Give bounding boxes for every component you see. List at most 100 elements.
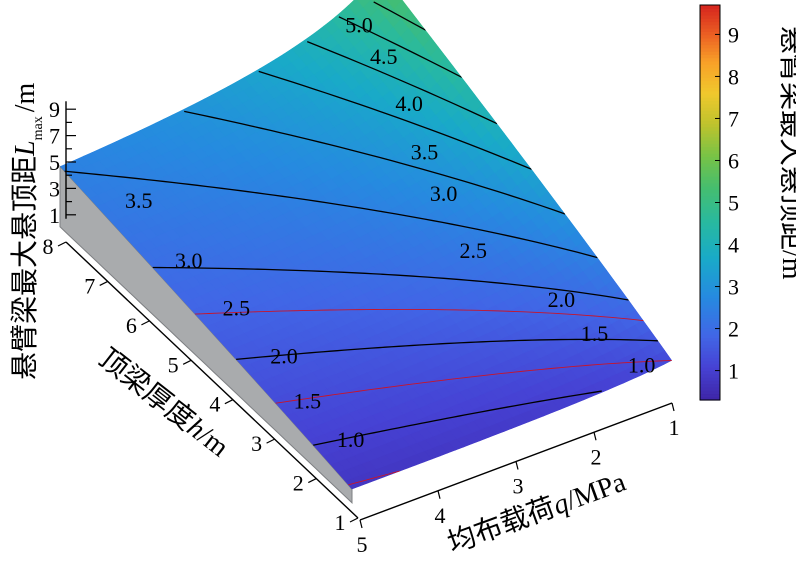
colorbar-segment: [700, 87, 720, 92]
contour-label: 4.0: [395, 91, 423, 116]
contour-label: 3.5: [125, 188, 153, 213]
colorbar-segment: [700, 172, 720, 177]
contour-line: [312, 390, 602, 446]
contour-label: 3.5: [411, 140, 439, 165]
colorbar-segment: [700, 74, 720, 79]
contour-label: 4.5: [370, 44, 398, 69]
contour-line: [338, 16, 463, 78]
colorbar-segment: [700, 232, 720, 237]
surface-cell: [393, 0, 410, 19]
colorbar-segment: [700, 107, 720, 111]
h-tick-label: 7: [84, 273, 95, 298]
colorbar-segment: [700, 126, 720, 131]
z-axis-title-unit: /m: [10, 83, 41, 113]
contour-minor-line: [348, 470, 400, 486]
h-axis: 1 2 3 4 5 6 7 8: [43, 234, 359, 535]
h-tick-mark: [224, 399, 234, 405]
colorbar-segment: [700, 380, 720, 385]
colorbar-segment: [700, 123, 720, 128]
colorbar-segment: [700, 363, 720, 368]
q-tick-label: 3: [513, 474, 524, 499]
h-tick-mark: [141, 320, 150, 326]
colorbar-segment: [700, 146, 720, 151]
q-tick-mark: [515, 461, 519, 470]
h-tick-mark: [308, 478, 317, 484]
colorbar-segment: [700, 189, 720, 194]
colorbar-segment: [700, 268, 720, 273]
colorbar-segment: [700, 294, 720, 299]
contour-line: [64, 170, 598, 259]
contour-line: [258, 70, 532, 170]
colorbar-segment: [700, 24, 720, 29]
colorbar-segment: [700, 176, 720, 181]
colorbar-segment: [700, 179, 720, 184]
colorbar-segment: [700, 278, 720, 283]
colorbar-segment: [700, 350, 720, 355]
q-axis-title: 均布载荷q/MPa: [443, 465, 630, 559]
colorbar-title: 悬臂梁最大悬顶距/m: [776, 26, 796, 280]
colorbar-segment: [700, 8, 720, 13]
contour-label: 2.5: [460, 238, 488, 263]
colorbar-segment: [700, 301, 720, 306]
colorbar-segment: [700, 31, 720, 36]
colorbar-segment: [700, 334, 720, 339]
colorbar-segment: [700, 156, 720, 161]
colorbar-segment: [700, 228, 720, 233]
z-tick-label: 3: [49, 176, 60, 201]
colorbar-segment: [700, 202, 720, 207]
h-tick-label: 3: [251, 431, 262, 456]
colorbar-segment: [700, 373, 720, 378]
z-tick-label: 9: [49, 97, 60, 122]
q-axis-title-unit: /MPa: [562, 466, 630, 516]
colorbar-segment: [700, 324, 720, 329]
z-tick-label: 1: [49, 203, 60, 228]
colorbar-segment: [700, 215, 720, 220]
colorbar-segment: [700, 396, 720, 401]
contour-labels: 5.04.54.03.53.02.52.01.51.03.53.02.52.01…: [125, 12, 655, 451]
z-tick-label: 7: [49, 124, 60, 149]
z-axis-title-var: L: [10, 140, 41, 157]
colorbar-segment: [700, 21, 720, 26]
colorbar-segment: [700, 133, 720, 138]
colorbar-segment: [700, 251, 720, 256]
z-axis-title-text: 悬臂梁最大悬顶距: [9, 156, 41, 380]
colorbar-segment: [700, 390, 720, 395]
q-tick-label: 5: [357, 532, 368, 557]
colorbar-segment: [700, 242, 720, 246]
colorbar-segment: [700, 80, 720, 85]
colorbar-segment: [700, 347, 720, 352]
colorbar-segment: [700, 284, 720, 289]
contour-line: [184, 110, 566, 215]
colorbar-segment: [700, 225, 720, 230]
colorbar-segment: [700, 130, 720, 134]
colorbar-segment: [700, 143, 720, 148]
z-tick-label: 5: [49, 150, 60, 175]
colorbar-segment: [700, 28, 720, 32]
q-tick-label: 1: [669, 415, 680, 440]
h-tick-label: 5: [168, 352, 179, 377]
colorbar-segment: [700, 357, 720, 362]
colorbar-tick-label: 8: [728, 64, 739, 89]
contour-minor-line: [275, 360, 672, 404]
colorbar-segment: [700, 70, 720, 75]
q-axis: 1 2 3 4 5: [357, 402, 680, 557]
colorbar-segment: [700, 182, 720, 187]
colorbar-segment: [700, 54, 720, 59]
colorbar-segment: [700, 84, 720, 88]
h-tick-mark: [99, 280, 108, 286]
colorbar-segment: [700, 255, 720, 260]
colorbar-segment: [700, 281, 720, 286]
colorbar-segment: [700, 271, 720, 276]
colorbar-segment: [700, 386, 720, 391]
colorbar-segment: [700, 337, 720, 342]
colorbar-tick-label: 7: [728, 106, 739, 131]
h-tick-mark: [182, 359, 192, 365]
q-tick-label: 2: [591, 444, 602, 469]
colorbar: 1 2 3 4 5 6 7 8 9: [699, 4, 739, 401]
colorbar-segment: [700, 245, 720, 250]
h-tick-label: 8: [43, 234, 54, 259]
colorbar-segment: [700, 222, 720, 227]
colorbar-segment: [700, 149, 720, 154]
colorbar-segment: [700, 376, 720, 381]
colorbar-segment: [700, 60, 720, 65]
